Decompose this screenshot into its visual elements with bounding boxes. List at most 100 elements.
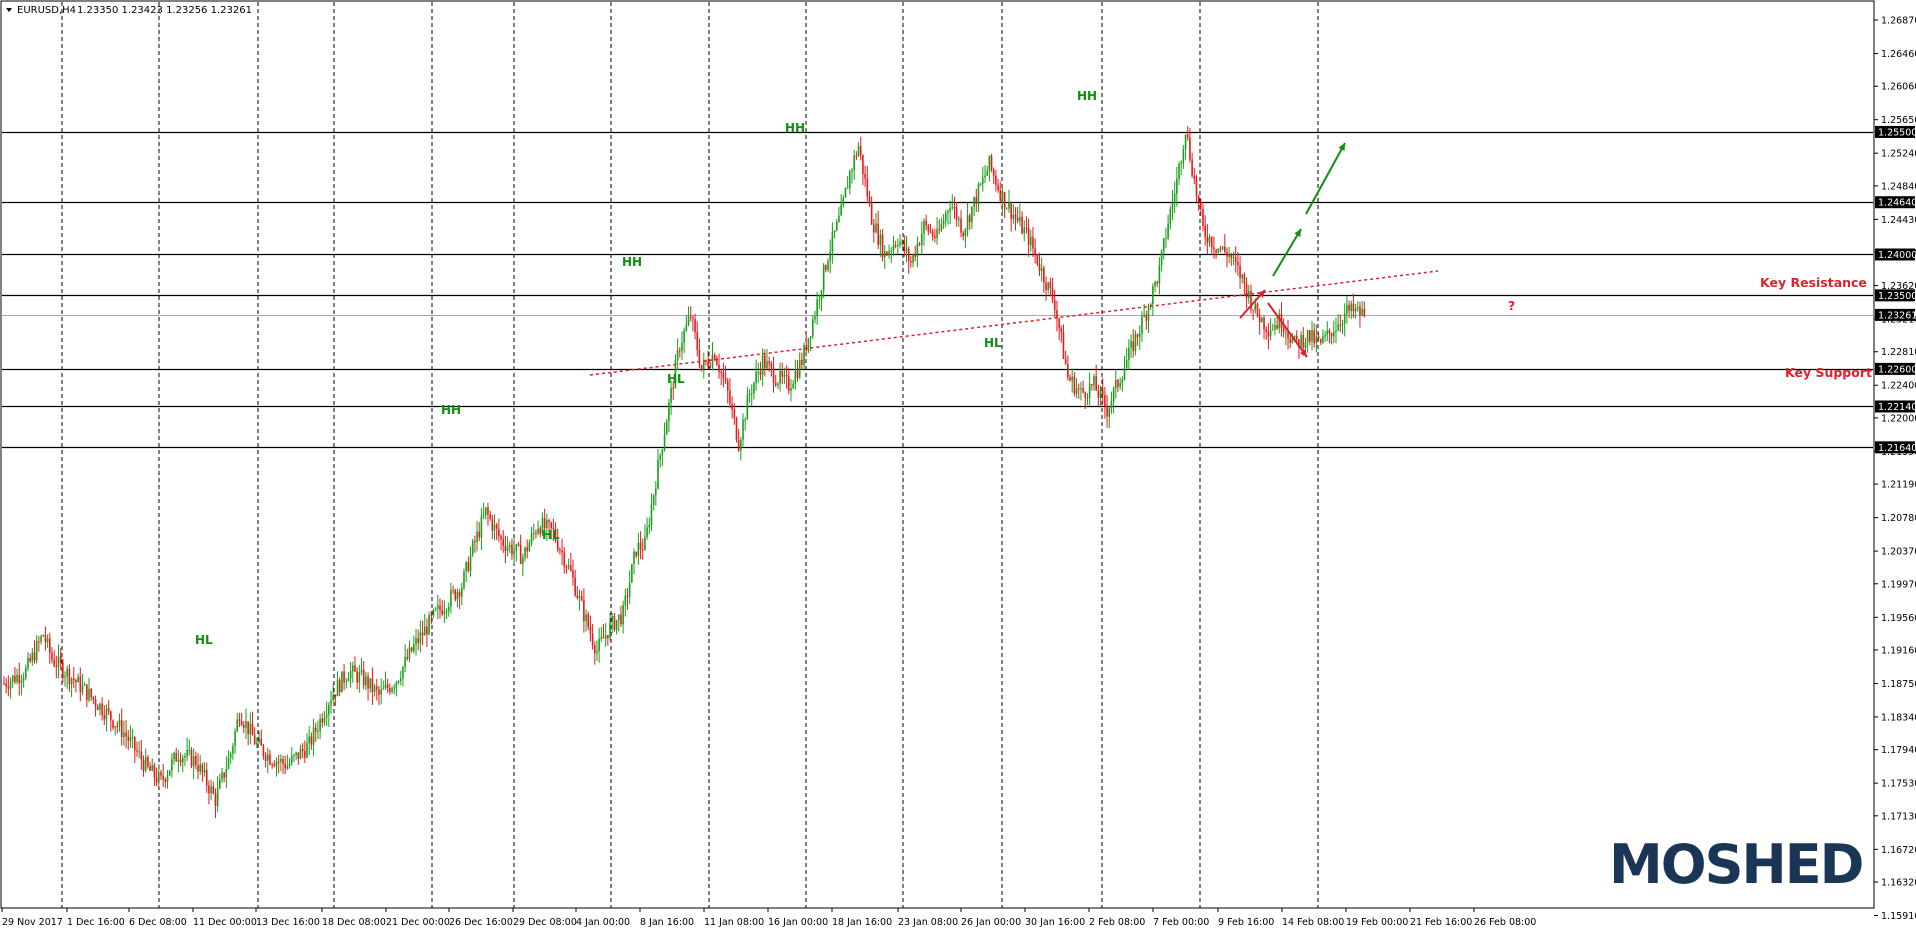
candle-body <box>1195 179 1198 196</box>
level-price-label: 1.21640 <box>1878 443 1916 454</box>
candle-body <box>1315 336 1318 343</box>
candle-body <box>380 689 382 695</box>
candle-body <box>458 592 461 597</box>
candle-body <box>1010 202 1012 220</box>
candle-body <box>1043 267 1045 283</box>
y-tick-label: 1.22000 <box>1881 413 1916 424</box>
candle-body <box>319 718 321 732</box>
support-trendline <box>589 270 1439 376</box>
candle-body <box>1204 226 1206 237</box>
candle-body <box>598 638 600 652</box>
y-tick-label: 1.18750 <box>1881 679 1916 690</box>
candle-body <box>938 229 941 231</box>
candle-body <box>1019 216 1021 221</box>
candle-body <box>354 665 356 672</box>
candle-body <box>188 750 191 752</box>
candle-body <box>511 544 513 555</box>
collapse-triangle-icon[interactable] <box>6 8 12 12</box>
level-price-box <box>1875 441 1915 454</box>
candle-body <box>1250 291 1252 310</box>
candle-body <box>755 372 757 383</box>
y-tick-label: 1.15910 <box>1881 911 1916 922</box>
candle-body <box>1232 256 1235 258</box>
candle-body <box>635 551 637 556</box>
candle-body <box>1241 274 1244 279</box>
candle-body <box>495 524 498 529</box>
candle-body <box>79 676 82 693</box>
candle-body <box>982 177 984 184</box>
candle-body <box>615 619 618 630</box>
candle-body <box>838 215 840 222</box>
candle-body <box>947 211 949 214</box>
candle-body <box>1300 334 1302 348</box>
candle-body <box>687 316 690 325</box>
arrow-up-first-head <box>1294 229 1301 237</box>
candle-body <box>546 520 548 529</box>
candle-body <box>249 723 252 735</box>
x-tick-label: 9 Feb 16:00 <box>1218 917 1274 928</box>
candle-body <box>672 387 675 389</box>
candle-body <box>1304 342 1307 348</box>
candle-body <box>136 750 138 752</box>
candle-body <box>502 539 505 546</box>
candle-body <box>668 402 670 422</box>
question-mark-label: ? <box>1508 298 1515 313</box>
x-tick-label: 30 Jan 16:00 <box>1025 917 1085 928</box>
candle-body <box>3 683 5 685</box>
candle-body <box>1023 227 1026 234</box>
candle-body <box>393 687 396 689</box>
candle-body <box>190 750 193 767</box>
candle-body <box>1197 195 1200 203</box>
candle-body <box>1265 329 1268 332</box>
candle-body <box>1128 347 1130 361</box>
candle-body <box>1337 324 1339 331</box>
candle-body <box>157 772 160 783</box>
candle-body <box>415 638 417 645</box>
candle-body <box>1182 149 1185 163</box>
candle-body <box>391 688 393 692</box>
candle-body <box>375 686 378 690</box>
candle-body <box>75 680 77 683</box>
candle-body <box>389 688 391 692</box>
swing-label-hl: HL <box>542 528 560 542</box>
candle-body <box>637 542 640 556</box>
candle-body <box>482 514 485 517</box>
y-tick-label: 1.25650 <box>1881 115 1916 126</box>
candle-body <box>452 590 454 592</box>
candle-body <box>1191 159 1193 177</box>
candle-body <box>1130 341 1132 348</box>
candle-body <box>9 681 12 689</box>
level-price-label: 1.22600 <box>1878 364 1916 375</box>
candle-body <box>1099 389 1102 398</box>
candle-body <box>698 350 701 365</box>
candle-body <box>280 759 282 762</box>
candle-body <box>777 383 779 386</box>
candle-body <box>620 614 622 625</box>
candle-body <box>759 371 762 375</box>
candle-body <box>1016 217 1019 221</box>
candle-body <box>794 371 797 385</box>
candle-body <box>942 220 945 225</box>
candle-body <box>1276 325 1278 329</box>
candle-body <box>134 737 136 751</box>
candle-body <box>94 699 97 707</box>
level-price-box <box>1875 400 1915 413</box>
y-tick-label: 1.17940 <box>1881 745 1916 756</box>
candle-body <box>1343 313 1346 324</box>
candle-body <box>694 319 696 333</box>
candle-body <box>275 761 278 767</box>
candle-body <box>1313 330 1315 343</box>
candle-body <box>567 565 570 568</box>
candle-body <box>428 615 430 635</box>
y-tick-label: 1.19970 <box>1881 579 1916 590</box>
candle-body <box>1115 380 1117 389</box>
candle-body <box>399 678 402 682</box>
candle-body <box>574 577 576 596</box>
candle-body <box>1363 308 1366 317</box>
candle-body <box>437 605 439 609</box>
candle-body <box>266 754 269 761</box>
candle-body <box>530 533 533 544</box>
candle-body <box>624 595 627 606</box>
candle-body <box>753 382 755 394</box>
